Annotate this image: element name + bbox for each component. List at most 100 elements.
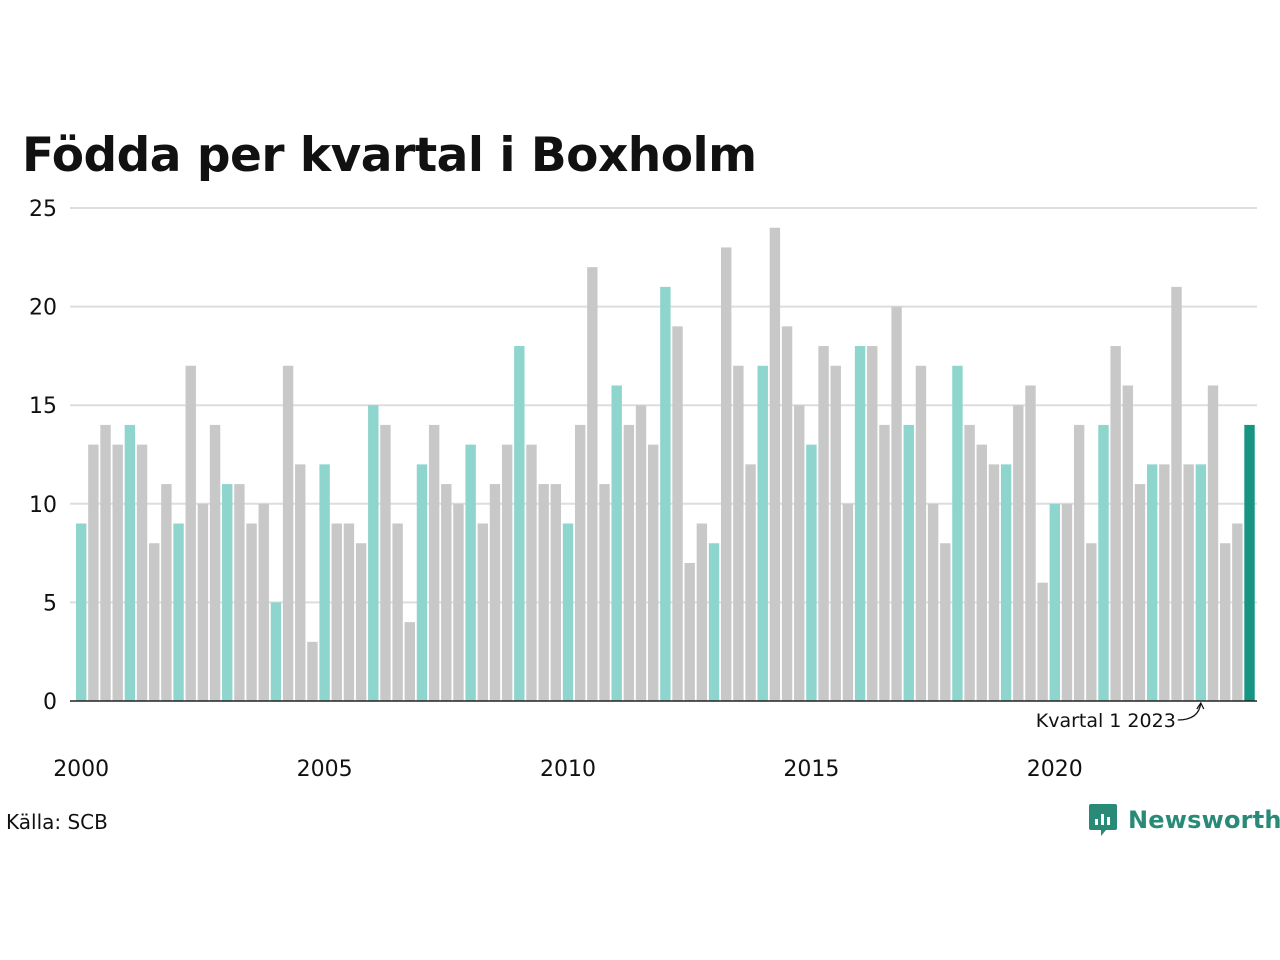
bar (1025, 385, 1036, 701)
bar (307, 641, 318, 701)
chart-title: Födda per kvartal i Boxholm (22, 128, 757, 183)
bar (854, 346, 866, 701)
bar (794, 405, 805, 701)
bar (295, 464, 306, 701)
annotation: Kvartal 1 2023 (1036, 701, 1205, 732)
bar (1049, 503, 1060, 701)
bar (952, 365, 963, 701)
brand-logo: Newsworthy (1088, 802, 1280, 838)
bar (185, 365, 196, 701)
bar (514, 346, 525, 701)
bar (501, 444, 513, 701)
bar (368, 405, 379, 701)
bar-chart: 0 5 10 15 20 25 2000 2005 2010 2015 2020 Kvartal … (29, 197, 1257, 782)
bar (587, 267, 598, 701)
x-tick-label: 2015 (783, 757, 839, 782)
bar (161, 484, 172, 701)
bar (940, 543, 951, 701)
bar (867, 346, 878, 701)
bar (781, 326, 793, 701)
bar (818, 346, 829, 701)
bar (441, 484, 452, 701)
newsworthy-logo-icon (1089, 804, 1117, 836)
bar (1000, 464, 1012, 701)
bar (1134, 484, 1146, 701)
bar (136, 444, 148, 701)
bar (879, 424, 890, 701)
bar (769, 227, 781, 701)
y-tick-label: 10 (29, 493, 57, 518)
bar (1207, 385, 1219, 701)
bar (696, 523, 708, 701)
bar (1146, 464, 1158, 701)
bar (1159, 464, 1170, 701)
y-tick-label: 5 (43, 591, 57, 616)
bar (623, 424, 635, 701)
bar (1037, 582, 1048, 701)
y-tick-label: 25 (29, 197, 57, 222)
x-tick-label: 2020 (1027, 757, 1083, 782)
bar (660, 286, 671, 701)
bar (380, 424, 391, 701)
y-tick-label: 15 (29, 394, 57, 419)
bar (1061, 503, 1073, 701)
bar (806, 444, 817, 701)
bar (149, 543, 160, 701)
bar (100, 424, 111, 701)
bar (708, 543, 720, 701)
bar (903, 424, 914, 701)
bar (1098, 424, 1109, 701)
bar (915, 365, 927, 701)
bar (733, 365, 744, 701)
bar (1122, 385, 1134, 701)
annotation-label: Kvartal 1 2023 (1036, 710, 1176, 732)
bar (489, 484, 501, 701)
bar (428, 424, 440, 701)
y-tick-label: 20 (29, 296, 57, 321)
x-axis-ticks: 2000 2005 2010 2015 2020 (53, 757, 1083, 782)
bar (964, 424, 975, 701)
bar (258, 503, 269, 701)
bar (1086, 543, 1097, 701)
bar (526, 444, 537, 701)
bar (684, 562, 695, 701)
bar (234, 484, 245, 701)
bar (282, 365, 294, 701)
bar (599, 484, 610, 701)
annotation-arrow (1177, 701, 1205, 721)
bar (635, 405, 647, 701)
bar-series (76, 227, 1255, 701)
bar (173, 523, 184, 701)
bar (1183, 464, 1194, 701)
bar (1171, 286, 1182, 701)
bar (1013, 405, 1024, 701)
bar (1232, 523, 1243, 701)
bar (319, 464, 330, 701)
bar (392, 523, 403, 701)
bar (124, 424, 136, 701)
bar (76, 523, 87, 701)
source-label: Källa: SCB (6, 810, 108, 834)
bar (343, 523, 355, 701)
bar (672, 326, 683, 701)
bar (1073, 424, 1085, 701)
bar (1110, 346, 1121, 701)
bar (1195, 464, 1207, 701)
bar (562, 523, 574, 701)
bar (611, 385, 622, 701)
bar (453, 503, 464, 701)
bar (416, 464, 428, 701)
x-tick-label: 2010 (540, 757, 596, 782)
x-tick-label: 2000 (53, 757, 109, 782)
bar (574, 424, 586, 701)
x-tick-label: 2005 (297, 757, 353, 782)
bar (745, 464, 756, 701)
bar (222, 484, 233, 701)
bar (331, 523, 342, 701)
y-tick-label: 0 (43, 690, 57, 715)
bar (647, 444, 659, 701)
bar (988, 464, 1000, 701)
bar (88, 444, 99, 701)
bar (355, 543, 367, 701)
brand-name: Newsworthy (1128, 806, 1280, 834)
